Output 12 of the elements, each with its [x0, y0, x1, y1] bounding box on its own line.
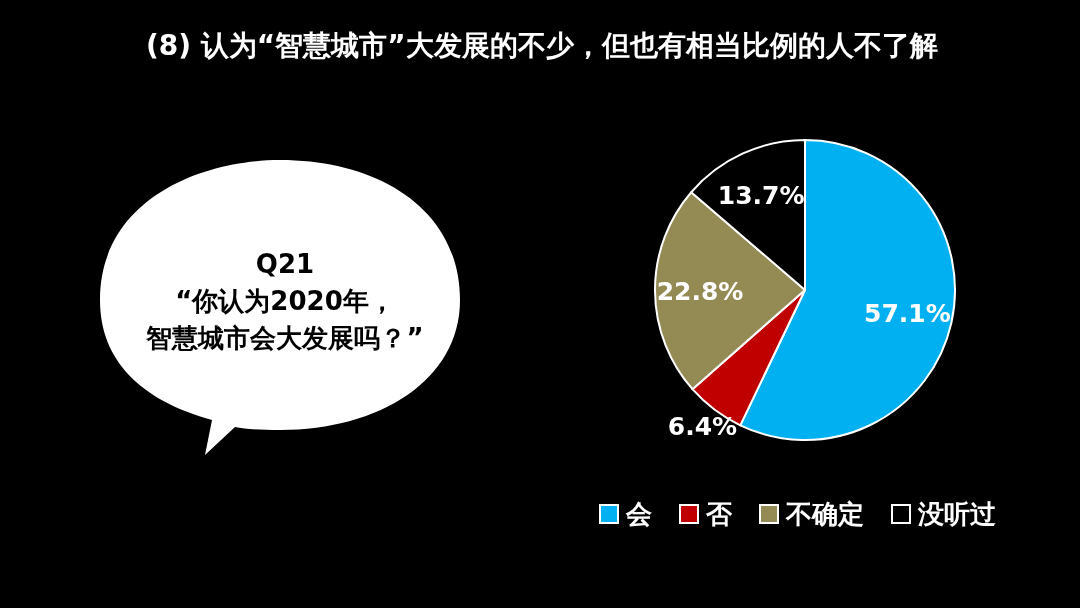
legend-label: 没听过: [917, 499, 996, 529]
legend-label: 否: [705, 499, 733, 529]
data-label: 22.8%: [656, 276, 744, 306]
data-label: 57.1%: [864, 299, 951, 329]
legend-label: 不确定: [785, 499, 864, 529]
data-label: 6.4%: [667, 411, 738, 441]
chart-title: (8) 认为“智慧城市”大发展的不少，但也有相当比例的人不了解: [146, 29, 938, 62]
data-label: 13.7%: [717, 180, 805, 210]
text: “你认为2020年，: [175, 286, 395, 316]
text: Q21: [255, 249, 315, 279]
text: 智慧城市会大发展吗？”: [145, 323, 424, 353]
legend-label: 会: [625, 499, 652, 529]
